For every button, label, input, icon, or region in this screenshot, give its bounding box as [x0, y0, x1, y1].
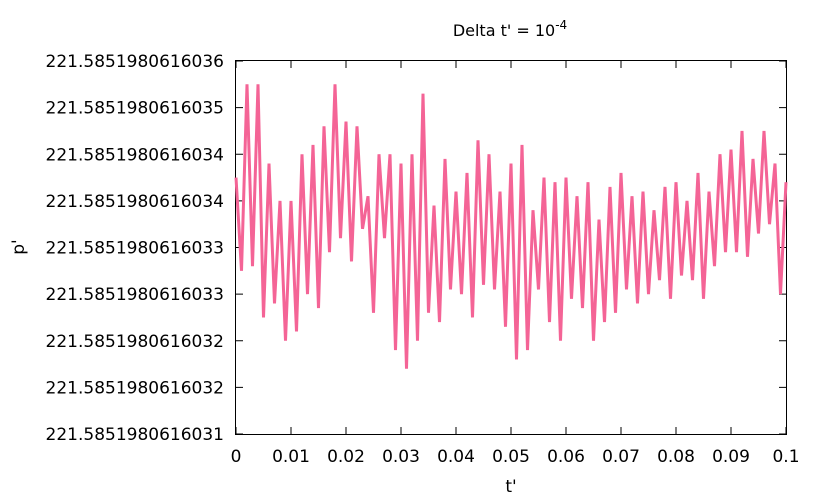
x-tick-label: 0.1	[772, 447, 799, 467]
y-tick-label: 221.5851980616034	[46, 192, 224, 212]
x-tick-label: 0.08	[657, 447, 695, 467]
plot-area-border	[236, 61, 787, 435]
chart-title-superscript: -4	[555, 18, 567, 32]
chart-title: Delta t' = 10-4	[453, 18, 567, 40]
x-tick-label: 0.09	[712, 447, 750, 467]
x-tick-label: 0.05	[492, 447, 530, 467]
x-tick-label: 0.03	[382, 447, 420, 467]
y-axis-tick-labels: 221.5851980616031 221.5851980616032 221.58…	[46, 52, 224, 445]
series-group	[236, 84, 786, 368]
x-tick-label: 0.07	[602, 447, 640, 467]
y-tick-label: 221.5851980616033	[46, 239, 224, 259]
x-tick-label: 0.06	[547, 447, 585, 467]
y-tick-label: 221.5851980616031	[46, 425, 224, 445]
y-tick-label: 221.5851980616035	[46, 99, 224, 119]
y-tick-label: 221.5851980616032	[46, 378, 224, 398]
x-tick-label: 0	[231, 447, 242, 467]
x-axis-tick-labels: 0 0.01 0.02 0.03 0.04 0.05 0.06 0.07 0.08 0.09 0.1	[231, 447, 800, 467]
x-tick-label: 0.04	[437, 447, 475, 467]
y-tick-label: 221.5851980616036	[46, 52, 224, 72]
y-tick-label: 221.5851980616032	[46, 332, 224, 352]
series-line-0	[236, 84, 786, 368]
y-tick-label: 221.5851980616033	[46, 285, 224, 305]
y-tick-label: 221.5851980616034	[46, 145, 224, 165]
x-tick-label: 0.02	[327, 447, 365, 467]
axis-ticks	[236, 61, 786, 434]
x-tick-label: 0.01	[272, 447, 310, 467]
x-axis-title: t'	[505, 477, 516, 497]
chart-title-text: Delta t' = 10	[453, 21, 555, 40]
y-axis-title: p'	[9, 239, 29, 254]
